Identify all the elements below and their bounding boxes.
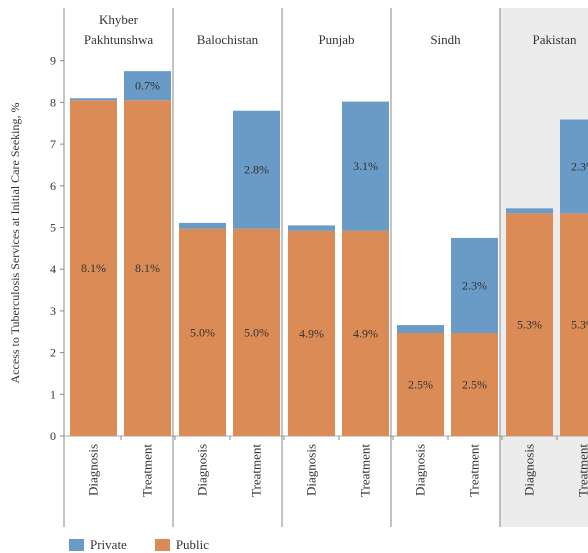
bar-private xyxy=(451,237,498,334)
bar-public xyxy=(179,228,226,436)
y-tick-label: 8 xyxy=(50,95,56,109)
y-tick-label: 3 xyxy=(50,304,56,318)
bar-private xyxy=(179,222,226,229)
bar-label-public: 2.5% xyxy=(408,378,433,392)
bar-label-public: 2.5% xyxy=(462,378,487,392)
legend-swatch-public xyxy=(154,539,170,551)
bar-private xyxy=(506,208,553,214)
y-tick-label: 1 xyxy=(50,387,56,401)
bar-label-public: 4.9% xyxy=(353,326,378,340)
y-tick-label: 2 xyxy=(50,346,56,360)
bar-label-public: 4.9% xyxy=(299,326,324,340)
x-category-label: Treatment xyxy=(467,444,482,497)
bar-label-private: 2.3% xyxy=(571,159,588,173)
bar-public xyxy=(397,333,444,436)
bar-private xyxy=(288,225,335,231)
legend: Private Public xyxy=(69,537,237,553)
bar-public xyxy=(233,228,280,436)
panel-title: Sindh xyxy=(430,32,461,47)
bar-public xyxy=(70,100,117,436)
bar-label-private: 2.3% xyxy=(462,278,487,292)
x-category-label: Diagnosis xyxy=(304,444,319,496)
legend-label-private: Private xyxy=(90,537,127,552)
y-tick-label: 9 xyxy=(50,54,56,68)
y-axis-label: Access to Tuberculosis Services at Initi… xyxy=(8,103,22,384)
bar-label-private: 0.7% xyxy=(135,79,160,93)
bar-label-private: 2.8% xyxy=(244,163,269,177)
bar-label-public: 8.1% xyxy=(81,261,106,275)
bar-private xyxy=(124,71,171,101)
bar-label-public: 8.1% xyxy=(135,261,160,275)
y-tick-label: 0 xyxy=(50,429,56,443)
bar-label-public: 5.0% xyxy=(244,325,269,339)
x-category-label: Treatment xyxy=(576,444,588,497)
x-category-label: Diagnosis xyxy=(413,444,428,496)
legend-label-public: Public xyxy=(175,537,210,552)
x-category-label: Diagnosis xyxy=(86,444,101,496)
bar-public xyxy=(560,213,588,436)
panel-title: Pakhtunshwa xyxy=(84,32,154,47)
legend-item-public: Public xyxy=(154,537,210,553)
panel-title: Khyber xyxy=(99,12,139,27)
y-tick-label: 7 xyxy=(50,137,56,151)
y-tick-label: 6 xyxy=(50,179,56,193)
x-category-label: Diagnosis xyxy=(522,444,537,496)
y-tick-label: 4 xyxy=(50,262,56,276)
panel-title: Balochistan xyxy=(197,32,259,47)
legend-item-private: Private xyxy=(69,537,127,553)
y-tick-label: 5 xyxy=(50,221,56,235)
bar-label-public: 5.3% xyxy=(517,318,542,332)
bar-public xyxy=(451,333,498,436)
legend-swatch-private xyxy=(69,539,84,551)
bar-private xyxy=(397,325,444,334)
x-category-label: Treatment xyxy=(358,444,373,497)
bar-private xyxy=(70,98,117,101)
bar-public xyxy=(342,230,389,436)
bar-private xyxy=(342,101,389,231)
x-category-label: Treatment xyxy=(249,444,264,497)
bar-private xyxy=(233,110,280,229)
bar-public xyxy=(506,213,553,436)
panel-title: Pakistan xyxy=(532,32,577,47)
bar-label-private: 3.1% xyxy=(353,159,378,173)
bar-private xyxy=(560,119,588,214)
x-category-label: Diagnosis xyxy=(195,444,210,496)
panel-title: Punjab xyxy=(318,32,354,47)
bar-label-public: 5.3% xyxy=(571,318,588,332)
bar-public xyxy=(288,230,335,436)
x-category-label: Treatment xyxy=(140,444,155,497)
bar-public xyxy=(124,100,171,436)
bar-label-public: 5.0% xyxy=(190,325,215,339)
